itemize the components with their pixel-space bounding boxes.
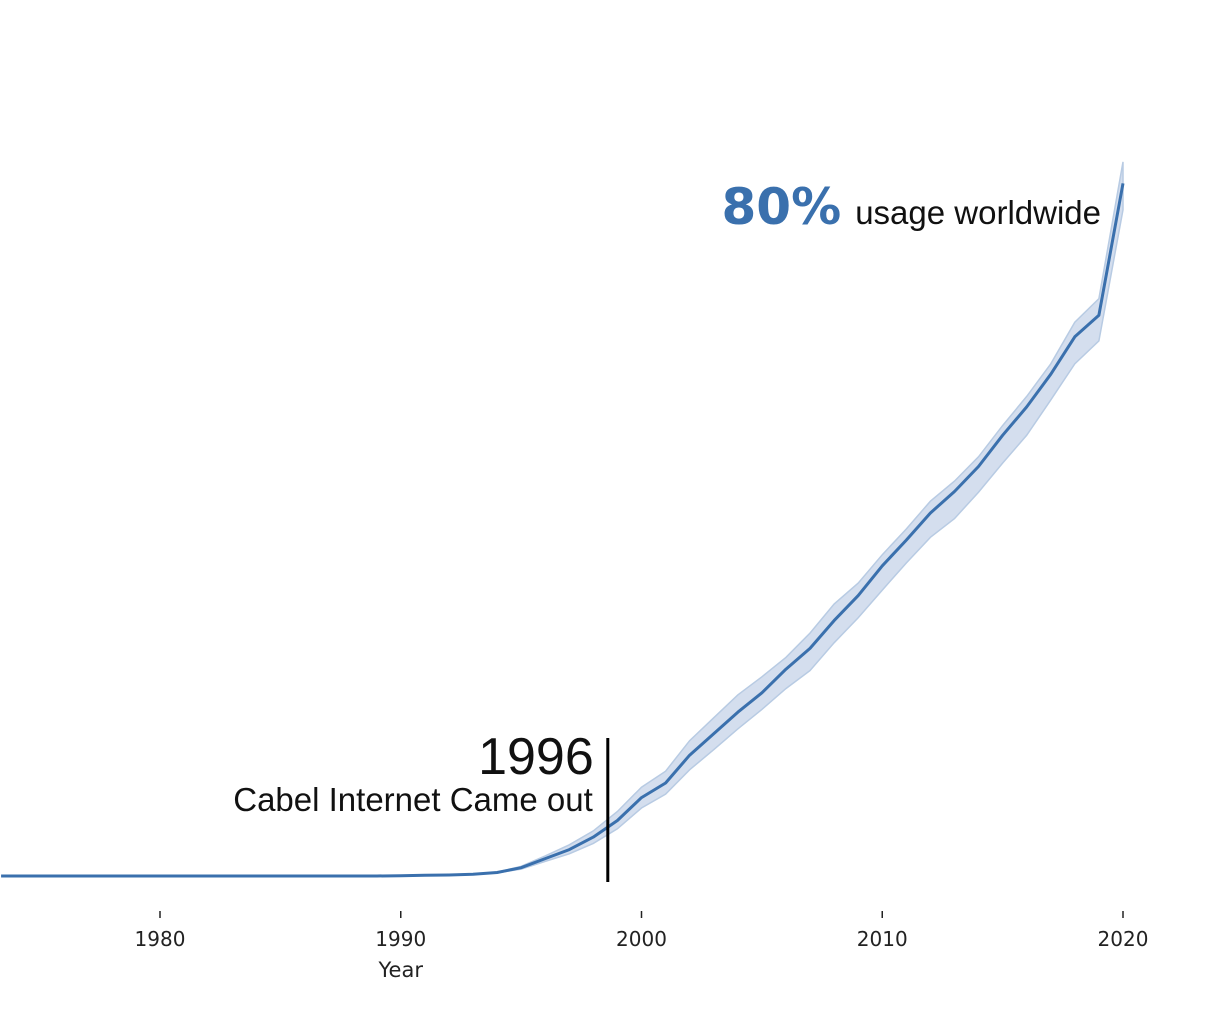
end-annotation: 80% usage worldwide: [722, 178, 1102, 236]
end-caption: usage worldwide: [855, 194, 1101, 231]
plot-area: [1, 161, 1125, 878]
x-axis: 1980 1990 2000 2010 2020: [135, 911, 1149, 951]
x-tick-label: 2020: [1098, 927, 1149, 951]
x-tick-label: 1980: [135, 927, 186, 951]
x-tick-label: 1990: [375, 927, 426, 951]
series-line: [1, 183, 1125, 878]
event-year-label: 1996: [478, 728, 594, 786]
x-tick-label: 2000: [616, 927, 667, 951]
x-axis-label: Year: [378, 958, 424, 982]
event-caption: Cabel Internet Came out: [233, 781, 593, 818]
end-percentage: 80%: [722, 178, 842, 236]
x-tick-label: 2010: [857, 927, 908, 951]
